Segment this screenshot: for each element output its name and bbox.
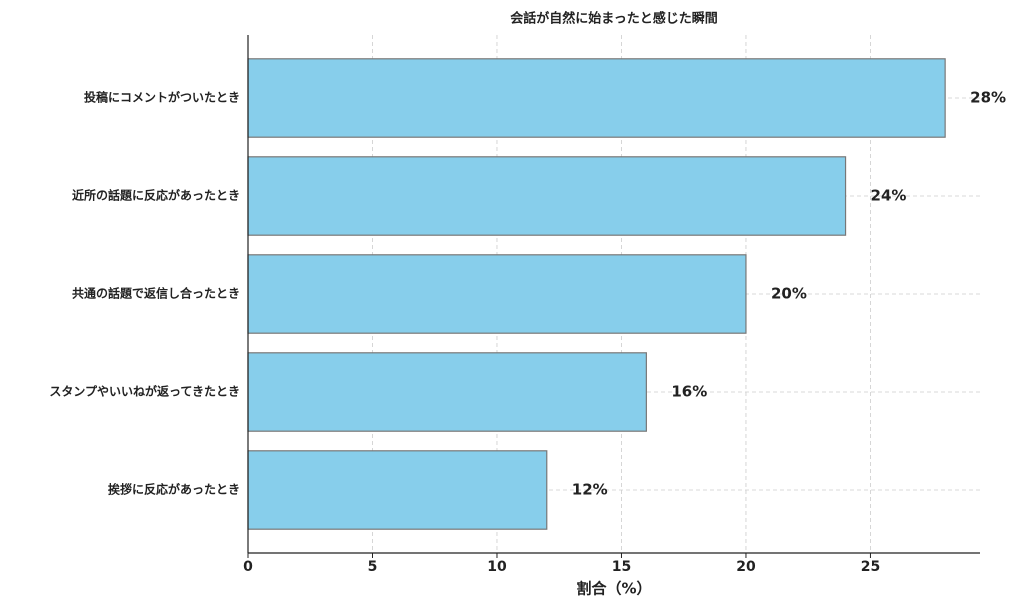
bar	[247, 254, 747, 334]
bar	[247, 450, 548, 530]
x-axis-label: 割合（%）	[576, 580, 651, 598]
data-label: 20%	[771, 285, 807, 303]
x-tick-label: 10	[487, 559, 507, 575]
data-label: 28%	[970, 89, 1006, 107]
y-tick-label: スタンプやいいねが返ってきたとき	[49, 384, 240, 399]
data-label: 24%	[871, 187, 907, 205]
y-tick-label: 近所の話題に反応があったとき	[72, 188, 240, 203]
x-tick-label: 5	[368, 559, 378, 575]
bar	[247, 352, 647, 432]
data-label: 16%	[671, 383, 707, 401]
x-tick-label: 20	[736, 559, 756, 575]
chart-title: 会話が自然に始まったと感じた瞬間	[510, 11, 717, 27]
x-tick-label: 0	[243, 559, 253, 575]
y-tick-label: 挨拶に反応があったとき	[108, 482, 240, 497]
y-tick-label: 投稿にコメントがついたとき	[84, 90, 240, 105]
x-tick-label: 15	[612, 559, 631, 575]
x-tick-label: 25	[861, 559, 880, 575]
data-label: 12%	[572, 481, 608, 499]
y-tick-label: 共通の話題で返信し合ったとき	[72, 286, 240, 301]
bar	[247, 58, 946, 138]
bar	[247, 156, 847, 236]
